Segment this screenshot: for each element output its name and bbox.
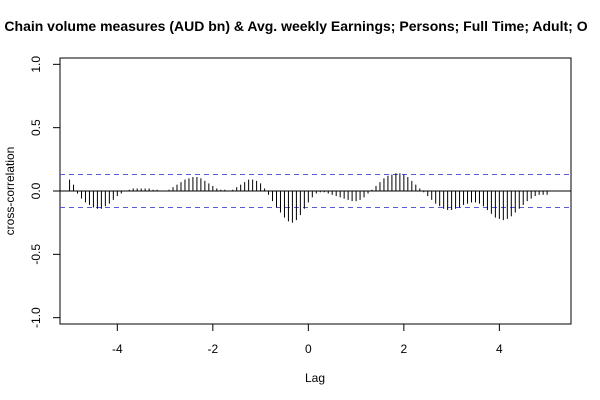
x-tick-label: 2 bbox=[401, 342, 408, 356]
y-tick-label: -0.5 bbox=[29, 244, 43, 265]
x-tick-label: 0 bbox=[305, 342, 312, 356]
y-tick-label: 0.0 bbox=[29, 182, 43, 199]
y-axis-label: cross-correlation bbox=[3, 147, 17, 236]
plot-area: -4 -2 0 2 4 -1.0 -0.5 0.0 0.5 1.0 bbox=[29, 56, 572, 356]
x-tick-label: 4 bbox=[496, 342, 503, 356]
x-tick-label: -2 bbox=[207, 342, 218, 356]
y-tick-label: 0.5 bbox=[29, 119, 43, 136]
chart-title: Chain volume measures (AUD bn) & Avg. we… bbox=[4, 18, 587, 34]
x-axis-label: Lag bbox=[305, 371, 325, 385]
y-tick-label: -1.0 bbox=[29, 307, 43, 328]
y-tick-label: 1.0 bbox=[29, 56, 43, 73]
x-tick-label: -4 bbox=[112, 342, 123, 356]
